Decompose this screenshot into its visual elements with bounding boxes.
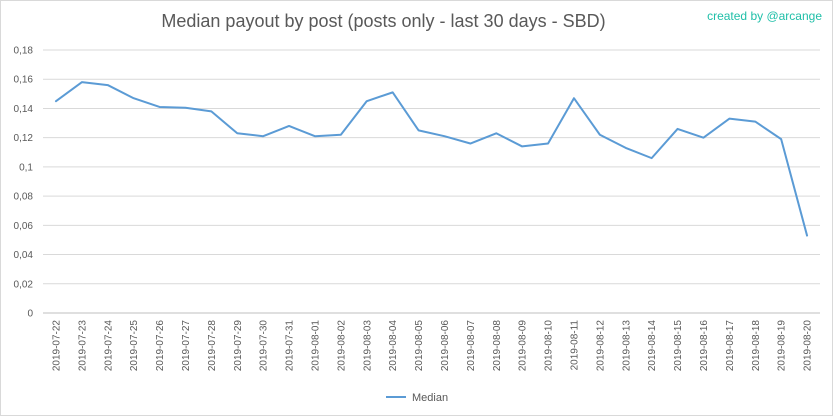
x-tick-label: 2019-08-19 — [777, 320, 788, 372]
x-tick-label: 2019-07-25 — [129, 320, 140, 372]
x-tick-label: 2019-08-17 — [725, 320, 736, 372]
gridlines — [43, 49, 820, 314]
x-tick-label: 2019-08-16 — [699, 320, 710, 372]
legend-label: Median — [412, 392, 448, 404]
y-tick-label: 0,1 — [19, 162, 33, 173]
x-tick-label: 2019-08-05 — [414, 320, 425, 372]
x-tick-label: 2019-07-27 — [181, 320, 192, 372]
x-tick-label: 2019-08-02 — [336, 320, 347, 372]
y-tick-label: 0,16 — [14, 75, 34, 86]
x-tick-label: 2019-07-24 — [103, 320, 114, 372]
x-tick-label: 2019-07-29 — [233, 320, 244, 372]
x-tick-label: 2019-08-04 — [388, 320, 399, 372]
x-tick-label: 2019-07-23 — [77, 320, 88, 372]
y-tick-label: 0,04 — [14, 250, 34, 261]
legend: Median — [386, 392, 448, 404]
x-tick-label: 2019-08-14 — [647, 320, 658, 372]
x-tick-label: 2019-07-26 — [155, 320, 166, 372]
x-tick-label: 2019-08-10 — [544, 320, 555, 372]
x-tick-label: 2019-08-03 — [362, 320, 373, 372]
x-tick-label: 2019-08-18 — [751, 320, 762, 372]
x-tick-label: 2019-07-31 — [285, 320, 296, 372]
x-tick-label: 2019-08-11 — [569, 320, 580, 371]
x-tick-label: 2019-07-22 — [51, 320, 62, 372]
series-layer — [54, 81, 809, 237]
y-tick-label: 0,08 — [14, 192, 34, 203]
x-tick-label: 2019-08-06 — [440, 320, 451, 372]
y-tick-label: 0,14 — [14, 104, 34, 115]
x-tick-label: 2019-07-28 — [207, 320, 218, 372]
series-line-median — [54, 81, 809, 237]
chart-title: Median payout by post (posts only - last… — [161, 11, 606, 31]
x-tick-label: 2019-08-15 — [673, 320, 684, 372]
x-tick-label: 2019-08-01 — [310, 320, 321, 372]
x-tick-label: 2019-07-30 — [259, 320, 270, 372]
y-axis-ticks: 0 0,02 0,04 0,06 0,08 0,1 0,12 0,14 0,16 0,18 — [14, 46, 34, 320]
x-tick-label: 2019-08-09 — [518, 320, 529, 372]
y-tick-label: 0,18 — [14, 46, 34, 57]
x-tick-label: 2019-08-13 — [621, 320, 632, 372]
y-tick-label: 0 — [27, 309, 33, 320]
x-tick-label: 2019-08-07 — [466, 320, 477, 372]
x-axis-ticks: 2019-07-22 2019-07-23 2019-07-24 2019-07-25… — [51, 320, 813, 372]
y-tick-label: 0,02 — [14, 279, 34, 290]
x-tick-label: 2019-08-20 — [803, 320, 814, 372]
credit-label: created by @arcange — [707, 9, 822, 23]
y-tick-label: 0,12 — [14, 133, 34, 144]
x-tick-label: 2019-08-08 — [492, 320, 503, 372]
x-tick-label: 2019-08-12 — [595, 320, 606, 372]
y-tick-label: 0,06 — [14, 221, 34, 232]
